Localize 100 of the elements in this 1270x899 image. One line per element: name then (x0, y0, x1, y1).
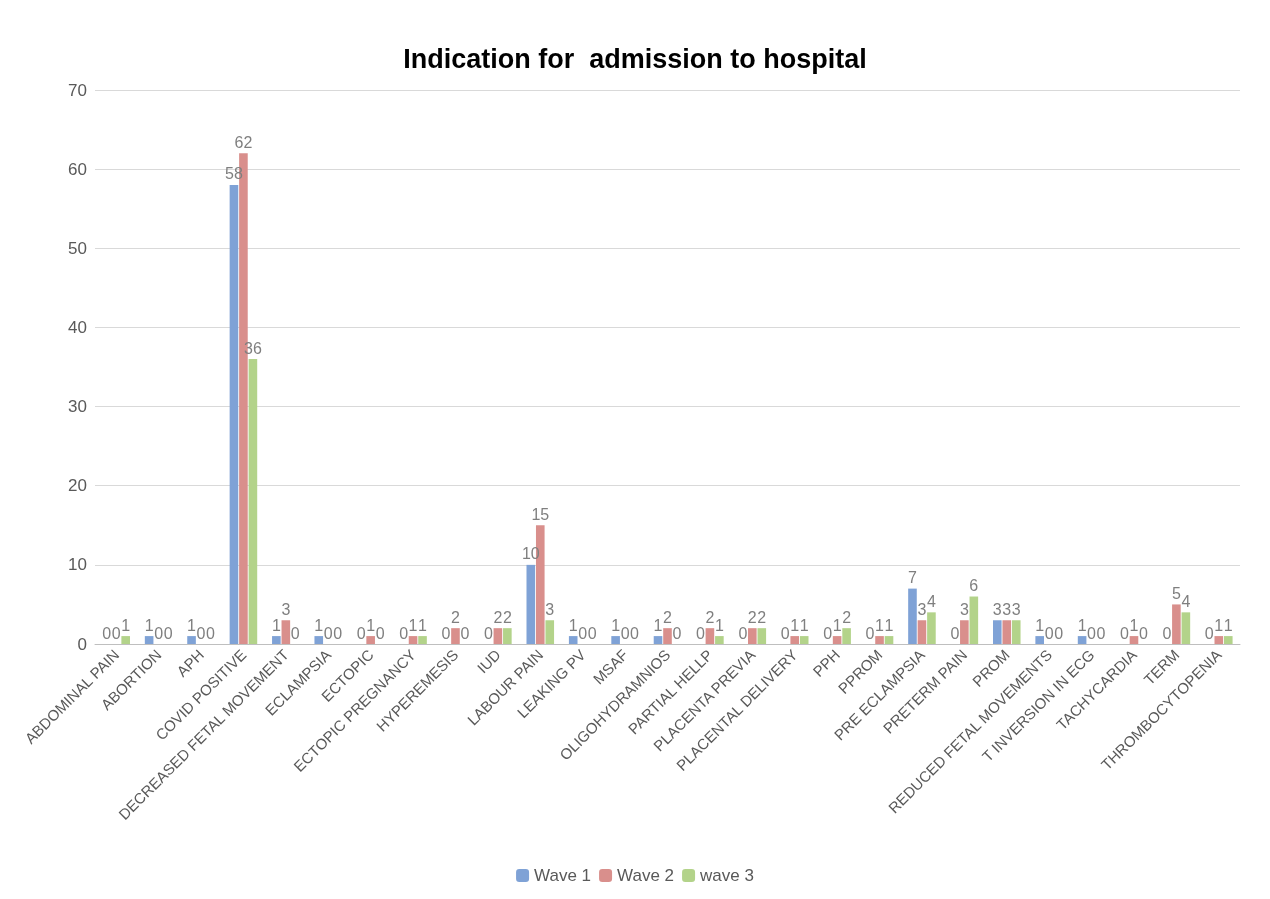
data-label: 3 (959, 600, 969, 618)
data-label: 4 (926, 592, 936, 610)
bar (1214, 636, 1224, 644)
data-label: 1 (1214, 616, 1224, 634)
data-label: 1 (187, 616, 197, 634)
bar (1129, 636, 1139, 644)
data-label: 0 (163, 624, 173, 642)
bar (568, 636, 578, 644)
y-tick-label: 20 (68, 476, 87, 496)
data-label: 1 (271, 616, 281, 634)
data-label: 1 (875, 616, 885, 634)
bar (1002, 620, 1012, 644)
data-label: 2 (451, 608, 461, 626)
bar (545, 620, 555, 644)
data-label: 2 (493, 608, 503, 626)
y-tick-label: 10 (68, 555, 87, 575)
y-tick-label: 60 (68, 159, 87, 179)
bar (187, 636, 196, 644)
data-label: 0 (578, 624, 588, 642)
y-tick-label: 30 (68, 397, 87, 417)
bar (992, 620, 1002, 644)
bar (248, 359, 258, 644)
data-label: 0 (1204, 624, 1214, 642)
data-label: 0 (630, 624, 640, 642)
bar (799, 636, 809, 644)
bar (493, 628, 503, 644)
bar (503, 628, 512, 644)
data-label: 3 (545, 600, 555, 618)
data-label: 0 (111, 624, 121, 642)
bar (314, 636, 324, 644)
data-label: 3 (917, 600, 927, 618)
bar (1011, 620, 1021, 644)
bar (281, 620, 291, 644)
legend-label: wave 3 (699, 866, 754, 885)
bar (790, 636, 800, 644)
data-label: 0 (672, 624, 682, 642)
bar (748, 628, 757, 644)
bar (526, 564, 536, 644)
data-label: 0 (333, 624, 343, 642)
data-label: 0 (1139, 624, 1148, 642)
data-label: 0 (695, 624, 705, 642)
data-label: 0 (1162, 624, 1172, 642)
data-label: 1 (790, 616, 800, 634)
bar (715, 636, 724, 644)
data-label: 1 (653, 616, 663, 634)
bar (917, 620, 927, 644)
data-label: 0 (154, 624, 164, 642)
data-label: 0 (1054, 624, 1064, 642)
bar (884, 636, 894, 644)
data-label: 2 (705, 608, 715, 626)
data-label: 0 (823, 624, 833, 642)
data-label: 1 (611, 616, 621, 634)
bar (1077, 636, 1087, 644)
chart-title: Indication for admission to hospital (403, 43, 867, 74)
data-label: 0 (206, 624, 216, 642)
data-label: 2 (757, 608, 767, 626)
bar (366, 636, 375, 644)
y-tick-label: 0 (77, 634, 87, 654)
data-label: 0 (1044, 624, 1054, 642)
bar (1172, 604, 1181, 644)
data-label: 0 (865, 624, 875, 642)
bar (611, 636, 620, 644)
data-label: 5 (1171, 584, 1181, 602)
data-label: 2 (663, 608, 673, 626)
legend-label: Wave 1 (534, 866, 592, 885)
data-label: 0 (290, 624, 300, 642)
bar (663, 628, 672, 644)
data-label: 0 (780, 624, 790, 642)
data-label: 0 (441, 624, 451, 642)
data-label: 0 (1096, 624, 1106, 642)
bar (144, 636, 154, 644)
data-label: 0 (483, 624, 493, 642)
bar (1223, 636, 1233, 644)
bar (229, 184, 239, 644)
data-label: 1 (884, 616, 894, 634)
y-tick-label: 70 (68, 80, 87, 100)
data-label: 0 (738, 624, 748, 642)
data-label: 3 (992, 600, 1002, 618)
data-label: 1 (1035, 616, 1045, 634)
data-label: 1 (408, 616, 418, 634)
data-label: 0 (323, 624, 333, 642)
bar (451, 628, 460, 644)
data-label: 1 (1223, 616, 1233, 634)
data-label: 0 (620, 624, 630, 642)
bar (908, 588, 917, 644)
data-label: 4 (1181, 592, 1191, 610)
data-label: 0 (102, 624, 112, 642)
legend-label: Wave 2 (617, 866, 675, 885)
data-label: 1 (1129, 616, 1139, 634)
bar (875, 636, 884, 644)
data-label: 1 (418, 616, 428, 634)
data-label: 1 (714, 616, 724, 634)
data-label: 7 (908, 569, 918, 587)
data-label: 2 (747, 608, 757, 626)
data-label: 0 (950, 624, 960, 642)
data-label: 0 (356, 624, 366, 642)
bar (121, 636, 130, 644)
x-tick-label: IUD (473, 645, 504, 677)
bar (757, 628, 767, 644)
bar (272, 636, 281, 644)
